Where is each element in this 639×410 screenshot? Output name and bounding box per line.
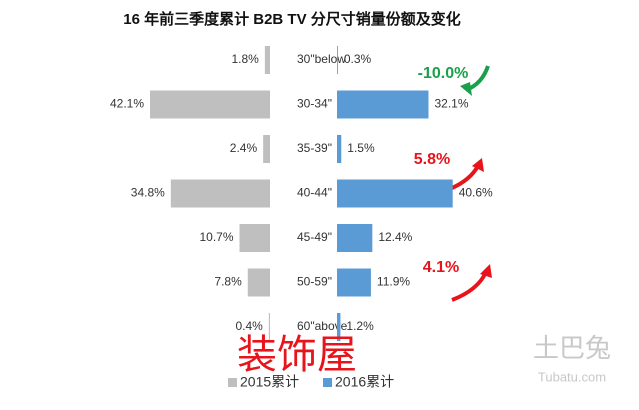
bar [150, 90, 270, 119]
bar [337, 224, 373, 252]
watermark: 土巴兔 [533, 333, 611, 363]
value-label: 0.4% [236, 319, 264, 333]
legend-swatch [228, 378, 237, 387]
category-label: 50-59" [297, 275, 332, 289]
value-label: 32.1% [434, 97, 468, 111]
category-label: 60"above [297, 319, 348, 333]
value-label: 11.9% [377, 275, 410, 289]
bar [337, 179, 453, 208]
watermark: Tubatu.com [538, 369, 606, 384]
bar [247, 268, 270, 297]
category-label: 45-49" [297, 230, 332, 244]
category-label: 30-34" [297, 97, 332, 111]
legend-swatch [323, 378, 332, 387]
annotation: -10.0% [418, 65, 469, 82]
bar [264, 46, 270, 74]
value-label: 2.4% [230, 141, 258, 155]
bar [337, 135, 342, 163]
bar [239, 224, 270, 252]
arrow [451, 164, 480, 190]
annotation: 5.8% [414, 151, 450, 168]
category-label: 35-39" [297, 141, 332, 155]
arrow-head [460, 82, 472, 96]
value-label: 0.3% [344, 52, 372, 66]
bar [337, 90, 429, 119]
bar [337, 313, 341, 341]
arrow-head [472, 158, 484, 172]
annotation: 4.1% [423, 259, 459, 276]
watermark: 装饰屋 [237, 332, 357, 378]
value-label: 1.5% [347, 141, 375, 155]
arrow-head [480, 264, 492, 278]
value-label: 1.8% [232, 52, 260, 66]
value-label: 12.4% [378, 230, 412, 244]
value-label: 10.7% [199, 230, 233, 244]
value-label: 34.8% [131, 186, 165, 200]
category-label: 40-44" [297, 186, 332, 200]
chart-title: 16 年前三季度累计 B2B TV 分尺寸销量份额及变化 [123, 10, 461, 28]
bar [337, 46, 338, 74]
category-label: 30"below [297, 52, 346, 66]
bar [268, 313, 270, 341]
bar [170, 179, 270, 208]
legend-label: 2015累计 [240, 374, 299, 390]
value-label: 40.6% [459, 186, 493, 200]
value-label: 1.2% [346, 319, 374, 333]
bar [337, 268, 371, 297]
bar [263, 135, 270, 163]
value-label: 7.8% [214, 275, 242, 289]
value-label: 42.1% [110, 97, 144, 111]
legend-label: 2016累计 [335, 374, 394, 390]
